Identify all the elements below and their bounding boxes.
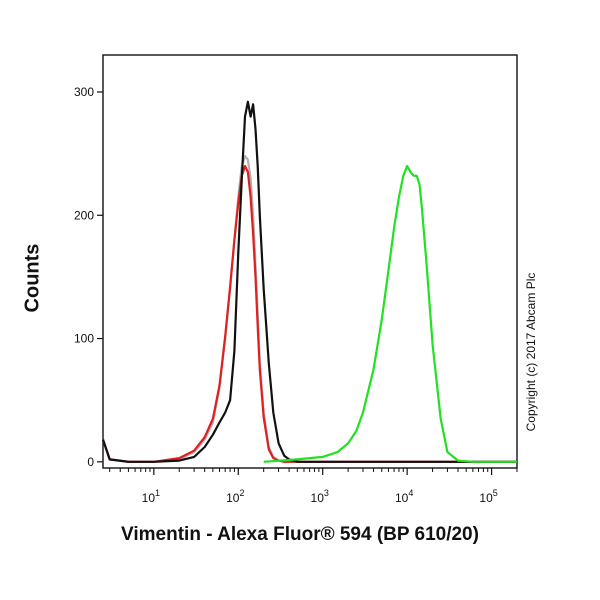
series-line-1	[101, 155, 517, 463]
y-tick-label: 100	[74, 332, 94, 346]
x-tick-label: 104	[395, 488, 413, 505]
y-tick-label: 300	[74, 85, 94, 99]
y-tick-label: 0	[87, 455, 94, 469]
x-tick-label: 103	[311, 488, 329, 505]
x-tick-label: 101	[142, 488, 160, 505]
x-tick-label: 102	[226, 488, 244, 505]
series-line-3	[101, 100, 517, 463]
plot-frame	[102, 54, 518, 469]
copyright-notice: Copyright (c) 2017 Abcam Plc	[524, 272, 538, 432]
series-line-4	[263, 164, 517, 463]
x-tick-label: 105	[479, 488, 497, 505]
y-tick-label: 200	[74, 208, 94, 222]
y-axis-label: Counts	[21, 243, 44, 313]
series-line-2	[101, 164, 517, 463]
x-axis-label: Vimentin - Alexa Fluor® 594 (BP 610/20)	[121, 524, 479, 545]
